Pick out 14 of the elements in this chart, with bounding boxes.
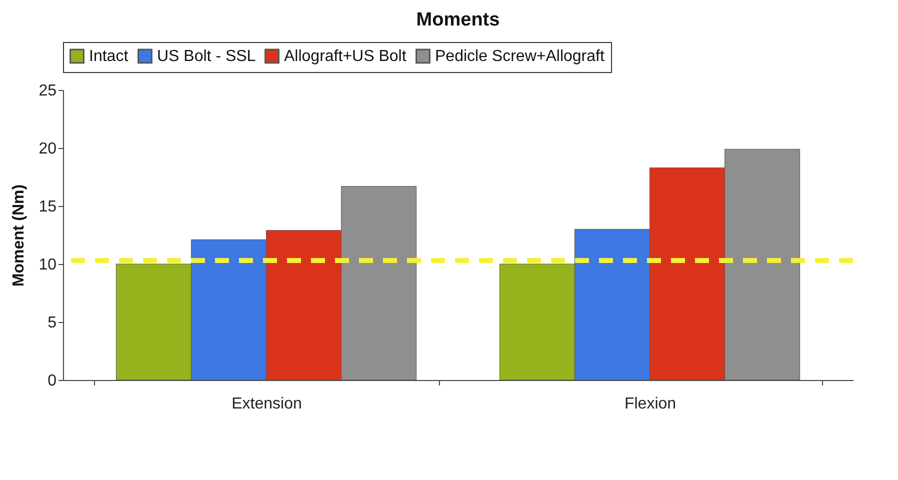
y-tick-label: 5 [48,314,57,332]
chart-title: Moments [416,10,500,30]
legend-label: Allograft+US Bolt [284,48,407,66]
legend-label: US Bolt - SSL [157,48,256,66]
legend-label: Intact [89,48,129,66]
y-tick-label: 0 [48,372,57,390]
y-tick-label: 20 [38,140,57,158]
y-tick-label: 15 [38,198,57,216]
y-axis-title: Moment (Nm) [10,184,28,287]
y-tick-label: 25 [38,82,57,100]
y-tick-label: 10 [38,256,57,274]
x-tick-label: Flexion [624,396,676,412]
legend-label: Pedicle Screw+Allograft [435,48,605,66]
x-tick-label: Extension [232,396,302,412]
